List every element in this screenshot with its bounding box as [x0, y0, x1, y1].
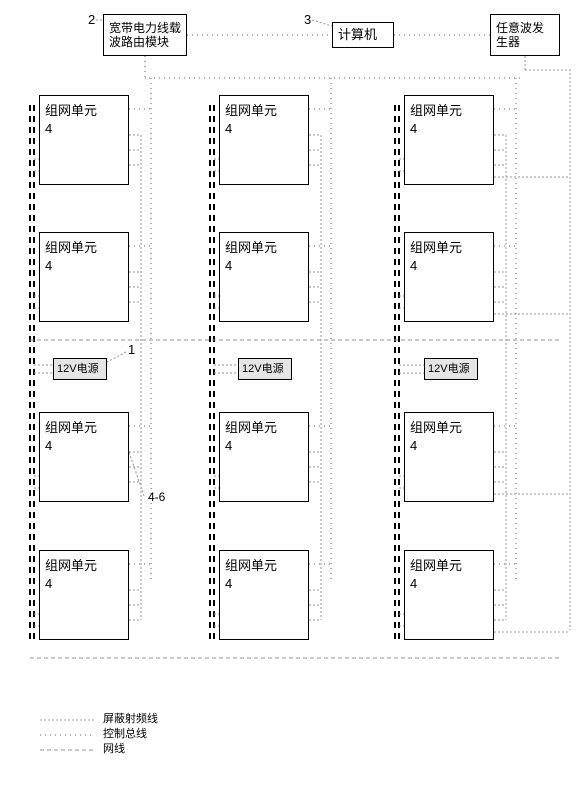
router-ref: 2: [88, 12, 95, 28]
awg-label: 任意波发 生器: [496, 21, 544, 50]
unit-label-1-1: 组网单元: [225, 240, 277, 256]
psu-ref: 1: [128, 342, 135, 358]
psu-label-2: 12V电源: [428, 363, 470, 376]
psu-label-0: 12V电源: [57, 363, 99, 376]
unit-label-3-1: 组网单元: [225, 558, 277, 574]
unit-label-2-0: 组网单元: [45, 420, 97, 436]
unit-sub-2-1: 4: [225, 438, 232, 454]
annot-4-6-leader: [129, 452, 144, 496]
unit-sub-3-2: 4: [410, 576, 417, 592]
computer-ref: 3: [304, 12, 311, 28]
unit-label-0-2: 组网单元: [410, 103, 462, 119]
unit-label-3-2: 组网单元: [410, 558, 462, 574]
router-label: 宽带电力线载 波路由模块: [109, 21, 181, 50]
annot-4-6: 4-6: [148, 490, 165, 504]
unit-sub-1-1: 4: [225, 258, 232, 274]
psu-label-1: 12V电源: [242, 363, 284, 376]
awg-right-rail: [525, 70, 570, 630]
unit-sub-3-1: 4: [225, 576, 232, 592]
psu-ref-leader: [107, 352, 126, 362]
unit-sub-2-0: 4: [45, 438, 52, 454]
unit-sub-0-2: 4: [410, 121, 417, 137]
unit-sub-1-2: 4: [410, 258, 417, 274]
legend-label-0: 屏蔽射频线: [103, 713, 158, 726]
unit-sub-3-0: 4: [45, 576, 52, 592]
unit-sub-0-0: 4: [45, 121, 52, 137]
unit-sub-1-0: 4: [45, 258, 52, 274]
unit-label-0-1: 组网单元: [225, 103, 277, 119]
unit-label-3-0: 组网单元: [45, 558, 97, 574]
unit-label-2-2: 组网单元: [410, 420, 462, 436]
unit-label-1-2: 组网单元: [410, 240, 462, 256]
legend-label-2: 网线: [103, 743, 125, 756]
unit-label-2-1: 组网单元: [225, 420, 277, 436]
unit-sub-2-2: 4: [410, 438, 417, 454]
legend-label-1: 控制总线: [103, 728, 147, 741]
unit-label-0-0: 组网单元: [45, 103, 97, 119]
unit-label-1-0: 组网单元: [45, 240, 97, 256]
computer-label: 计算机: [338, 27, 377, 43]
unit-sub-0-1: 4: [225, 121, 232, 137]
diagram-stage: 宽带电力线载 波路由模块 2 计算机 3 任意波发 生器组网单元 4 组网单元 4 组网单元 4 组…: [0, 0, 584, 800]
ref3-leader: [312, 20, 332, 26]
